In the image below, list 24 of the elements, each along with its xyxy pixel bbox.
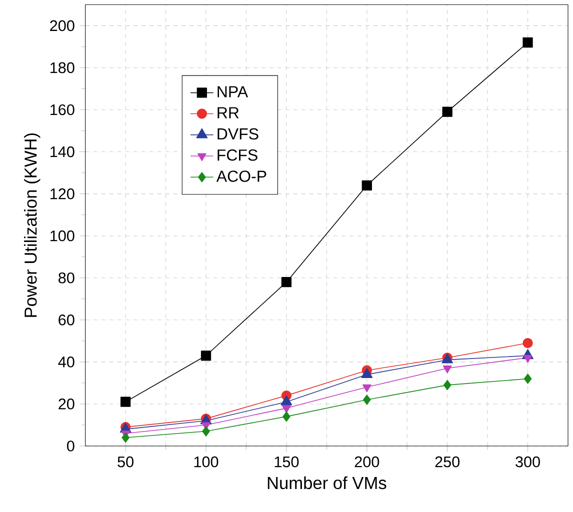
- legend-label: DVFS: [218, 128, 258, 140]
- x-tick-label: 50: [118, 456, 134, 468]
- legend-label: FCFS: [218, 149, 258, 161]
- y-tick-label: 80: [58, 272, 74, 284]
- y-tick-label: 140: [50, 146, 74, 158]
- y-tick-label: 0: [67, 440, 74, 452]
- y-tick-label: 60: [58, 314, 74, 326]
- x-axis-title: Number of VMs: [268, 476, 386, 490]
- y-tick-label: 180: [50, 62, 74, 74]
- legend-label: RR: [218, 107, 239, 118]
- x-tick-label: 300: [516, 456, 540, 468]
- x-tick-label: 200: [354, 456, 380, 468]
- legend-label: ACO-P: [216, 170, 266, 182]
- x-tick-label: 100: [194, 456, 218, 468]
- x-tick-label: 150: [274, 456, 299, 468]
- y-tick-label: 160: [50, 104, 74, 116]
- legend-label: NPA: [218, 86, 248, 98]
- y-tick-label: 120: [50, 188, 74, 200]
- y-tick-label: 200: [50, 20, 74, 32]
- y-tick-label: 20: [58, 398, 74, 410]
- y-tick-label: 40: [58, 356, 74, 368]
- y-axis-title: Power Utilization (KWH): [24, 134, 40, 317]
- y-tick-label: 100: [50, 230, 74, 242]
- x-tick-label: 250: [435, 456, 460, 468]
